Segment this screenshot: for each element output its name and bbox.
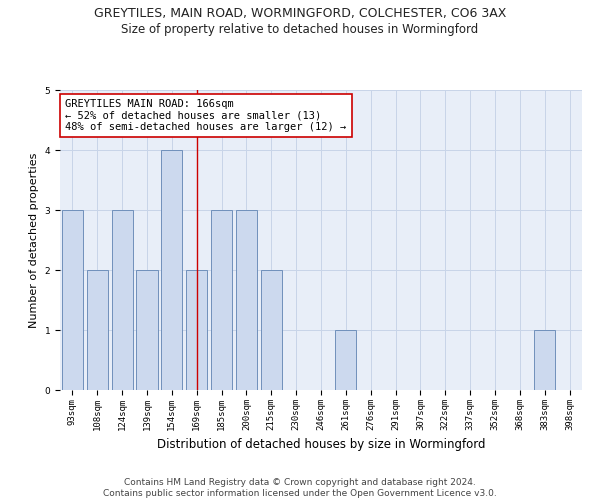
Text: Contains HM Land Registry data © Crown copyright and database right 2024.
Contai: Contains HM Land Registry data © Crown c… [103,478,497,498]
Bar [534,330,555,390]
Bar [136,270,158,390]
Bar [161,150,182,390]
Bar [211,210,232,390]
Bar [261,270,282,390]
Y-axis label: Number of detached properties: Number of detached properties [29,152,39,328]
Bar [87,270,108,390]
Bar [112,210,133,390]
Text: Size of property relative to detached houses in Wormingford: Size of property relative to detached ho… [121,22,479,36]
Text: GREYTILES MAIN ROAD: 166sqm
← 52% of detached houses are smaller (13)
48% of sem: GREYTILES MAIN ROAD: 166sqm ← 52% of det… [65,99,346,132]
Bar [62,210,83,390]
Bar [236,210,257,390]
Text: GREYTILES, MAIN ROAD, WORMINGFORD, COLCHESTER, CO6 3AX: GREYTILES, MAIN ROAD, WORMINGFORD, COLCH… [94,8,506,20]
Bar [186,270,207,390]
X-axis label: Distribution of detached houses by size in Wormingford: Distribution of detached houses by size … [157,438,485,451]
Bar [335,330,356,390]
